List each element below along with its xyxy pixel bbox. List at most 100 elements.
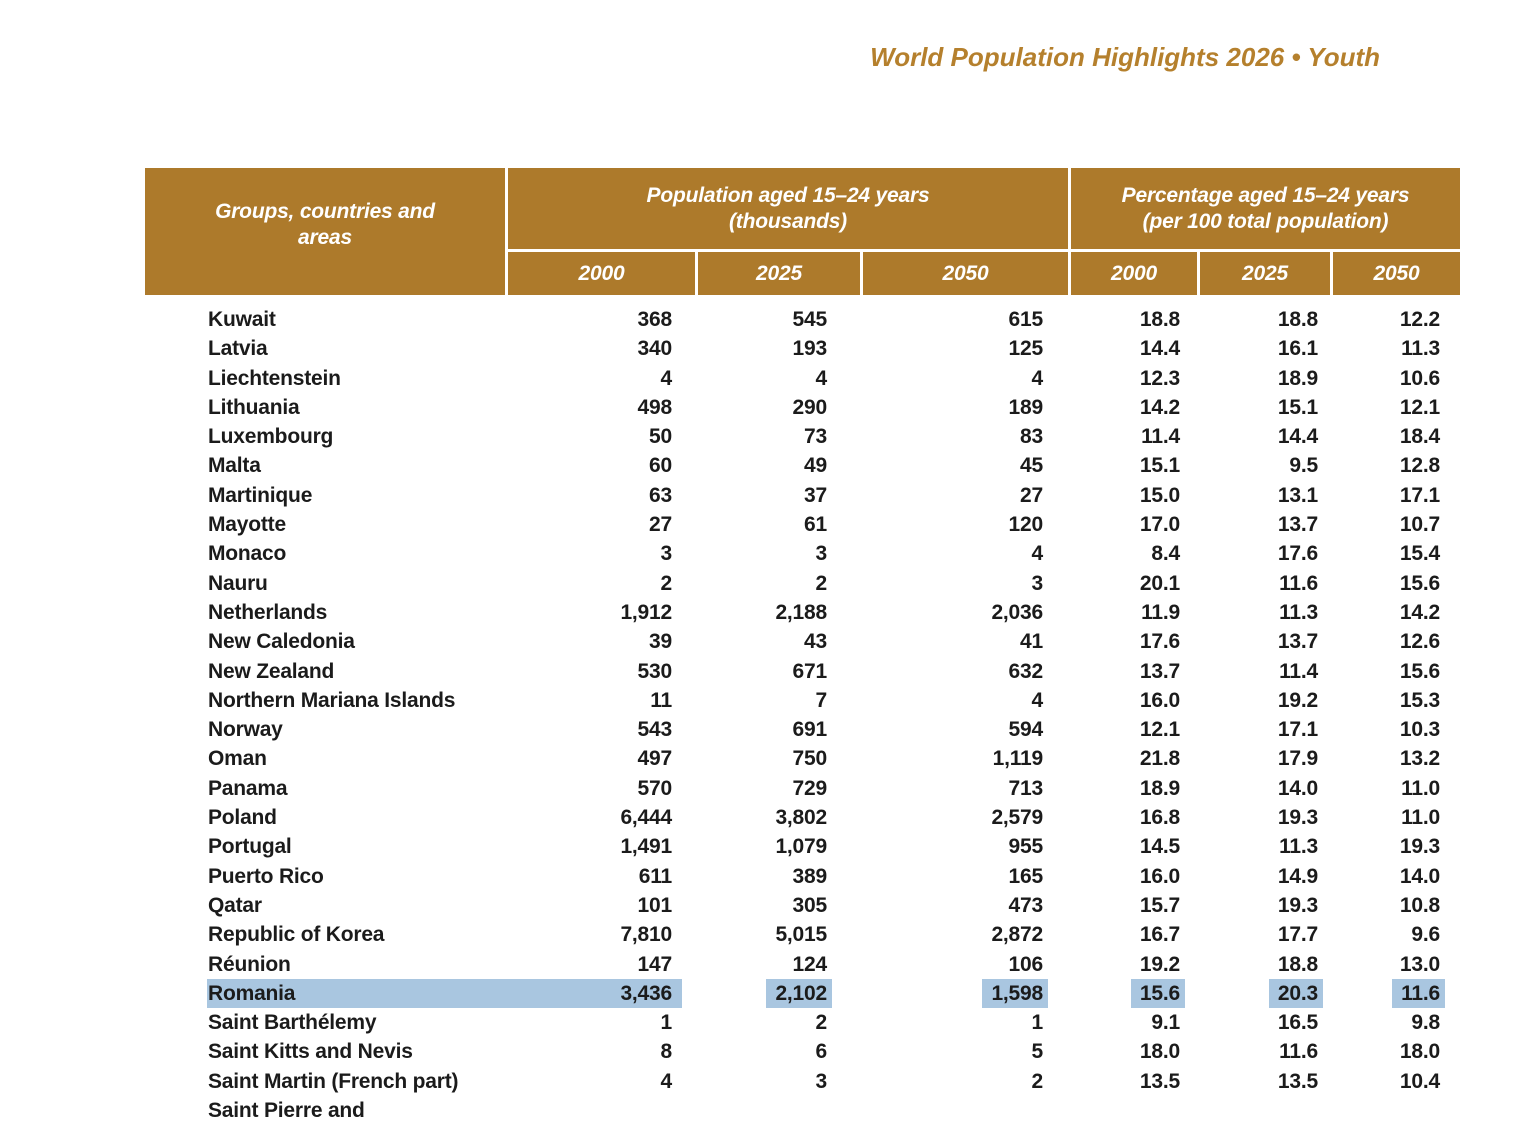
value-text: 18.8 xyxy=(1277,308,1318,331)
value-cell: 11 xyxy=(508,686,695,715)
table-row: Malta 60 49 45 15.1 9.5 12.8 xyxy=(145,451,1460,480)
value-cell: 6,444 xyxy=(508,803,695,832)
value-text: 1,079 xyxy=(775,835,827,859)
value-text: 11.6 xyxy=(1279,571,1318,595)
value-cell: 15.6 xyxy=(1068,978,1197,1009)
value-text: 3 xyxy=(1031,571,1044,595)
header-population-line2: (thousands) xyxy=(729,209,847,233)
value-cell: 611 xyxy=(508,862,695,891)
country-name-cell: Nauru xyxy=(208,571,268,595)
country-name-cell: Latvia xyxy=(208,337,268,361)
value-cell: 15.4 xyxy=(1330,539,1460,568)
value-text: 3 xyxy=(815,1069,828,1093)
header-percentage-line1: Percentage aged 15–24 years xyxy=(1121,183,1410,207)
value-cell: 1,491 xyxy=(508,832,695,861)
value-cell: 11.4 xyxy=(1068,422,1197,451)
value-cell: 16.1 xyxy=(1197,334,1330,363)
table-row: Luxembourg 50 73 83 11.4 14.4 18.4 xyxy=(145,422,1460,451)
value-cell: 11.6 xyxy=(1330,978,1460,1009)
value-cell: 37 xyxy=(695,481,860,510)
value-text: 18.0 xyxy=(1139,1040,1180,1064)
header-year-pop-2000: 2000 xyxy=(508,252,695,295)
value-cell: 83 xyxy=(860,422,1068,451)
value-cell: 15.6 xyxy=(1330,569,1460,598)
value-text: 19.2 xyxy=(1139,952,1180,976)
header-year-pct-2000: 2000 xyxy=(1071,252,1197,295)
value-text: 9.8 xyxy=(1411,1011,1440,1035)
table-row: New Zealand 530 671 632 13.7 11.4 15.6 xyxy=(145,657,1460,686)
country-name-cell: Poland xyxy=(208,806,277,830)
value-cell: 15.1 xyxy=(1068,451,1197,480)
country-name-cell: Republic of Korea xyxy=(208,923,385,947)
value-cell: 9.8 xyxy=(1330,1008,1460,1037)
value-cell: 18.0 xyxy=(1330,1037,1460,1066)
value-cell: 11.0 xyxy=(1330,803,1460,832)
value-cell: 13.7 xyxy=(1197,627,1330,656)
value-text: 2,188 xyxy=(775,600,827,624)
table-row: Norway 543 691 594 12.1 17.1 10.3 xyxy=(145,715,1460,744)
value-text: 4 xyxy=(660,366,673,390)
value-text: 15.6 xyxy=(1130,978,1185,1009)
value-cell: 615 xyxy=(860,305,1068,334)
value-text: 594 xyxy=(1008,718,1044,742)
value-cell: 189 xyxy=(860,393,1068,422)
value-text: 189 xyxy=(1008,395,1044,419)
table-row: Kuwait 368 545 615 18.8 18.8 12.2 xyxy=(145,305,1460,334)
value-cell: 41 xyxy=(860,627,1068,656)
table-row: Réunion 147 124 106 19.2 18.8 13.0 xyxy=(145,950,1460,979)
table-row: Panama 570 729 713 18.9 14.0 11.0 xyxy=(145,774,1460,803)
table-row: Puerto Rico 611 389 165 16.0 14.9 14.0 xyxy=(145,862,1460,891)
value-cell: 2 xyxy=(860,1067,1068,1096)
header-percentage-line2: (per 100 total population) xyxy=(1142,209,1389,233)
table-row-selected: Romania 3,436 2,102 1,598 15.6 20.3 11.6 xyxy=(145,978,1460,1009)
value-text: 545 xyxy=(792,308,828,331)
value-cell: 14.9 xyxy=(1197,862,1330,891)
value-cell: 594 xyxy=(860,715,1068,744)
value-cell: 12.1 xyxy=(1068,715,1197,744)
value-text: 713 xyxy=(1008,776,1044,800)
table-row: Northern Mariana Islands 11 7 4 16.0 19.2 15.3 xyxy=(145,686,1460,715)
value-cell: 12.3 xyxy=(1068,364,1197,393)
value-text: 13.0 xyxy=(1399,952,1440,976)
table-row: Saint Barthélemy 1 2 1 9.1 16.5 9.8 xyxy=(145,1008,1460,1037)
value-text: 124 xyxy=(792,952,828,976)
table-header: Groups, countries and areas Population a… xyxy=(145,168,1460,295)
country-name-cell: Kuwait xyxy=(208,308,276,331)
value-text: 10.4 xyxy=(1399,1069,1440,1093)
value-cell: 2 xyxy=(508,569,695,598)
value-text: 60 xyxy=(649,454,672,478)
value-text: 11.3 xyxy=(1401,337,1440,361)
header-groups-label: Groups, countries and areas xyxy=(215,199,435,249)
value-text: 8.4 xyxy=(1151,542,1180,566)
country-name-cell: Saint Barthélemy xyxy=(208,1011,377,1035)
value-text: 498 xyxy=(637,395,673,419)
value-cell: 4 xyxy=(695,364,860,393)
value-cell: 12.2 xyxy=(1330,305,1460,334)
table-row: Saint Kitts and Nevis 8 6 5 18.0 11.6 18.0 xyxy=(145,1037,1460,1066)
value-text: 13.7 xyxy=(1277,630,1318,654)
country-name-cell: Malta xyxy=(208,454,261,478)
value-text: 5 xyxy=(1031,1040,1044,1064)
value-text: 11.3 xyxy=(1279,835,1318,859)
table-row: Poland 6,444 3,802 2,579 16.8 19.3 11.0 xyxy=(145,803,1460,832)
table-row: Republic of Korea 7,810 5,015 2,872 16.7 17.7… xyxy=(145,920,1460,949)
table-row: Netherlands 1,912 2,188 2,036 11.9 11.3 14.2 xyxy=(145,598,1460,627)
value-cell: 15.1 xyxy=(1197,393,1330,422)
value-cell: 11.6 xyxy=(1197,1037,1330,1066)
value-cell: 19.3 xyxy=(1197,891,1330,920)
value-text: 193 xyxy=(792,337,828,361)
country-name-cell: Northern Mariana Islands xyxy=(208,688,456,712)
value-text: 497 xyxy=(637,747,673,771)
page-title: World Population Highlights 2026 • Youth xyxy=(870,42,1380,72)
value-text: 1 xyxy=(1031,1011,1044,1035)
value-text: 13.7 xyxy=(1277,513,1318,537)
value-cell: 63 xyxy=(508,481,695,510)
value-cell: 17.1 xyxy=(1330,481,1460,510)
value-cell: 124 xyxy=(695,950,860,979)
value-cell: 18.0 xyxy=(1068,1037,1197,1066)
table-row: Liechtenstein 4 4 4 12.3 18.9 10.6 xyxy=(145,364,1460,393)
header-population-line1: Population aged 15–24 years xyxy=(646,183,930,207)
value-text: 10.8 xyxy=(1399,893,1440,917)
value-text: 3 xyxy=(815,542,828,566)
value-text: 18.0 xyxy=(1399,1040,1440,1064)
